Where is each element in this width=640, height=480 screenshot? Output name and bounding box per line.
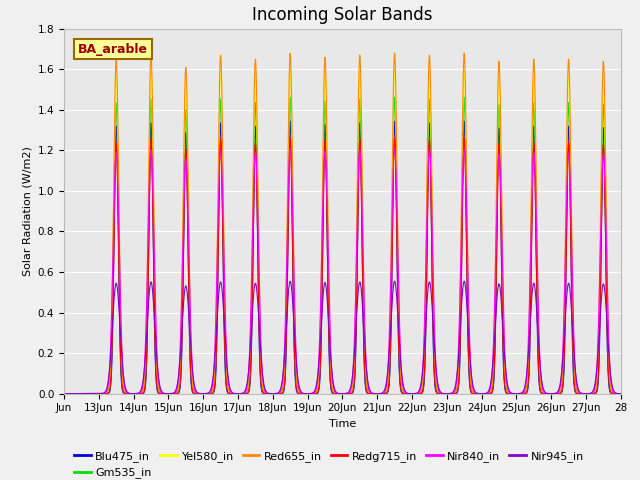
Gm535_in (503, 390, 511, 396)
Gm535_in (88, 391, 96, 396)
Nir840_in (390, 161, 397, 167)
Nir945_in (473, 390, 481, 396)
Nir840_in (60, 391, 68, 396)
Blu475_in (460, 119, 468, 124)
Yel580_in (390, 101, 397, 107)
Redg715_in (390, 166, 397, 172)
Nir945_in (390, 283, 397, 289)
Yel580_in (88, 391, 96, 396)
Line: Yel580_in: Yel580_in (64, 70, 621, 394)
Red655_in (60, 391, 68, 396)
Nir945_in (460, 278, 468, 284)
Red655_in (414, 391, 422, 396)
Gm535_in (473, 391, 481, 396)
Redg715_in (503, 390, 511, 396)
Redg715_in (460, 135, 468, 141)
Blu475_in (414, 391, 422, 396)
Nir945_in (262, 387, 269, 393)
Blu475_in (262, 391, 269, 396)
Red655_in (503, 386, 511, 392)
Gm535_in (617, 391, 625, 396)
Yel580_in (262, 391, 269, 396)
Line: Nir840_in: Nir840_in (64, 148, 621, 394)
Red655_in (262, 391, 269, 396)
Line: Gm535_in: Gm535_in (64, 97, 621, 394)
Line: Blu475_in: Blu475_in (64, 121, 621, 394)
Redg715_in (60, 391, 68, 396)
Nir840_in (503, 378, 511, 384)
Redg715_in (262, 391, 269, 396)
Line: Red655_in: Red655_in (64, 53, 621, 394)
Yel580_in (617, 391, 625, 396)
Yel580_in (473, 391, 481, 396)
Redg715_in (414, 391, 422, 396)
Gm535_in (60, 391, 68, 396)
Line: Redg715_in: Redg715_in (64, 138, 621, 394)
Blu475_in (473, 391, 481, 396)
Text: BA_arable: BA_arable (78, 43, 148, 56)
Blu475_in (60, 391, 68, 396)
Red655_in (88, 391, 96, 396)
Yel580_in (414, 391, 422, 396)
Nir840_in (88, 391, 96, 396)
Yel580_in (503, 388, 511, 394)
Nir840_in (473, 391, 481, 396)
Blu475_in (617, 391, 625, 396)
Nir945_in (414, 390, 422, 396)
Yel580_in (460, 67, 468, 73)
Nir945_in (60, 391, 68, 396)
Blu475_in (503, 390, 511, 396)
Nir945_in (88, 391, 96, 396)
Nir840_in (617, 391, 625, 396)
Gm535_in (414, 391, 422, 396)
Gm535_in (390, 130, 397, 136)
Nir840_in (460, 145, 468, 151)
Yel580_in (60, 391, 68, 396)
Gm535_in (262, 391, 269, 396)
Gm535_in (460, 95, 468, 100)
Nir840_in (414, 390, 422, 396)
Title: Incoming Solar Bands: Incoming Solar Bands (252, 6, 433, 24)
Redg715_in (88, 391, 96, 396)
Redg715_in (617, 391, 625, 396)
Nir945_in (617, 391, 625, 396)
Blu475_in (390, 156, 397, 162)
Red655_in (617, 391, 625, 396)
Blu475_in (88, 391, 96, 396)
X-axis label: Time: Time (329, 419, 356, 429)
Legend: Blu475_in, Gm535_in, Yel580_in, Red655_in, Redg715_in, Nir840_in, Nir945_in: Blu475_in, Gm535_in, Yel580_in, Red655_i… (70, 446, 588, 480)
Line: Nir945_in: Nir945_in (64, 281, 621, 394)
Red655_in (460, 50, 468, 56)
Red655_in (473, 391, 481, 396)
Red655_in (390, 81, 397, 87)
Nir945_in (503, 375, 511, 381)
Y-axis label: Solar Radiation (W/m2): Solar Radiation (W/m2) (22, 146, 32, 276)
Nir840_in (262, 389, 269, 395)
Redg715_in (473, 391, 481, 396)
